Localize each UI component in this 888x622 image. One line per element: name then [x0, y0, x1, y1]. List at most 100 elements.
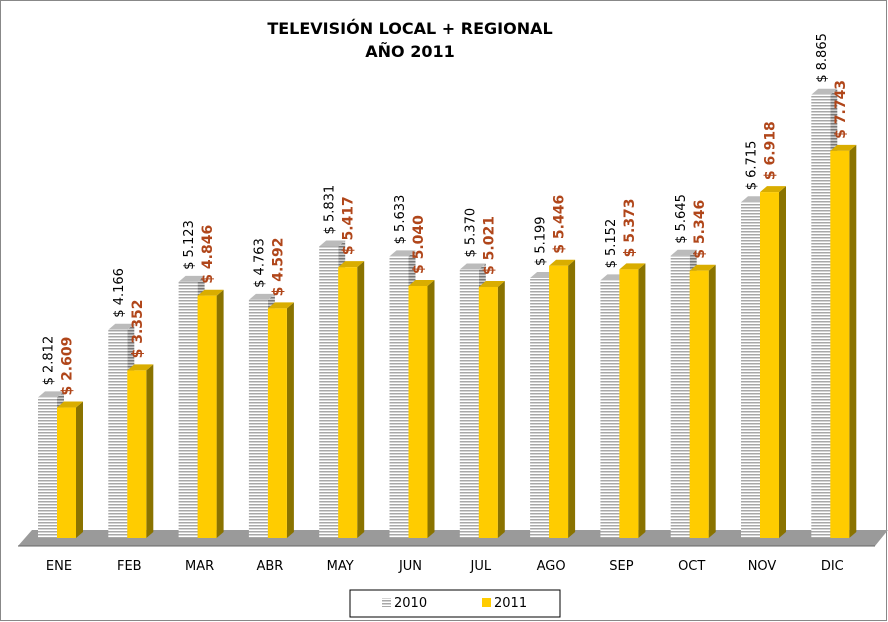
bar-side [427, 280, 435, 538]
data-label: $ 4.846 [200, 225, 216, 284]
bar-top [248, 293, 275, 300]
x-tick-label: MAY [327, 559, 354, 574]
bar [38, 397, 57, 538]
bar [478, 286, 498, 538]
data-label: $ 5.633 [393, 195, 408, 245]
bar [319, 246, 339, 538]
bar-side [779, 186, 786, 538]
bar [670, 255, 690, 538]
bar-top [57, 401, 83, 408]
legend-label: 2011 [494, 596, 527, 611]
data-label: $ 4.592 [270, 237, 286, 296]
bar [600, 280, 620, 538]
legend-swatch [382, 598, 391, 607]
bar [389, 256, 409, 538]
bar-top [549, 259, 576, 266]
bar [619, 269, 639, 538]
legend [349, 589, 561, 618]
data-label: $ 5.021 [481, 216, 497, 275]
data-label: $ 6.918 [763, 121, 779, 180]
bar-top [619, 263, 646, 270]
bar-top [811, 88, 838, 95]
bar [57, 407, 76, 538]
bar [408, 286, 428, 538]
data-label: $ 2.609 [60, 337, 76, 396]
data-label: $ 5.373 [622, 198, 638, 257]
bar-top [408, 280, 435, 286]
data-label: $ 6.715 [745, 141, 760, 191]
bar-top [689, 264, 716, 271]
data-label: $ 7.743 [833, 80, 849, 139]
data-label: $ 5.199 [534, 216, 549, 266]
bar [127, 370, 147, 538]
x-tick-label: ABR [256, 559, 283, 574]
bar-top [127, 364, 154, 371]
bar [760, 192, 779, 538]
data-label: $ 5.417 [341, 196, 357, 255]
bar [459, 269, 479, 538]
bar-top [338, 261, 365, 268]
bar-top [108, 323, 135, 330]
x-tick-label: MAR [185, 559, 214, 574]
legend-label: 2010 [394, 596, 427, 611]
bar-side [286, 302, 294, 538]
bar [267, 308, 287, 538]
bar-side [708, 264, 716, 538]
bar-top [760, 186, 786, 193]
x-tick-label: FEB [117, 559, 142, 574]
bar [338, 267, 358, 538]
bar-top [459, 263, 486, 270]
data-label: $ 4.763 [252, 238, 267, 288]
bar [811, 94, 831, 538]
bar-side [638, 263, 646, 538]
bar-top [38, 391, 64, 398]
data-label: $ 3.352 [130, 299, 146, 358]
data-label: $ 8.865 [815, 33, 830, 83]
bar-top [389, 250, 416, 257]
bar [197, 295, 217, 538]
bar [741, 202, 760, 538]
data-label: $ 5.370 [463, 208, 478, 258]
bar-top [830, 144, 857, 151]
data-label: $ 5.446 [552, 195, 568, 254]
data-label: $ 5.645 [674, 194, 689, 244]
x-tick-label: OCT [678, 559, 705, 574]
data-label: $ 5.123 [182, 220, 197, 270]
x-tick-label: DIC [821, 559, 844, 574]
bar [689, 270, 709, 538]
bar [549, 265, 569, 538]
bar [830, 150, 850, 538]
data-label: $ 5.152 [604, 219, 619, 269]
bar [178, 281, 198, 538]
floor [18, 530, 888, 546]
bar [530, 278, 550, 538]
bar-side [76, 401, 83, 538]
chart-title: AÑO 2011 [365, 42, 454, 61]
x-tick-label: NOV [748, 559, 777, 574]
bar-top [670, 249, 697, 256]
data-label: $ 5.831 [323, 185, 338, 235]
bar-side [357, 261, 365, 538]
data-label: $ 5.346 [692, 200, 708, 259]
bar-side [146, 364, 154, 538]
bar [248, 299, 268, 538]
bar-side [568, 259, 576, 538]
x-tick-label: JUN [398, 559, 422, 574]
data-label: $ 5.040 [411, 215, 427, 274]
data-label: $ 4.166 [112, 268, 127, 318]
chart-title: TELEVISIÓN LOCAL + REGIONAL [267, 19, 552, 38]
bar-side [849, 144, 857, 538]
bar-top [267, 302, 294, 309]
data-label: $ 2.812 [42, 336, 57, 386]
bar-top [478, 280, 505, 287]
bar-side [497, 280, 505, 538]
x-tick-label: ENE [46, 559, 72, 574]
bar-side [216, 289, 224, 538]
bar-top [319, 240, 346, 247]
bar-top [197, 289, 224, 296]
x-tick-label: SEP [609, 559, 633, 574]
x-tick-label: JUL [470, 559, 492, 574]
legend-swatch [482, 598, 491, 607]
bar [108, 329, 128, 538]
